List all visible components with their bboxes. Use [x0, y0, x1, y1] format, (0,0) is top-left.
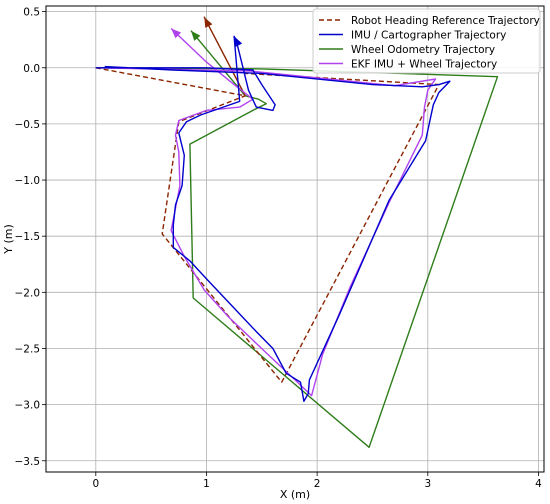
legend-label: Robot Heading Reference Trajectory — [351, 15, 540, 27]
legend: Robot Heading Reference Trajectory IMU / … — [312, 8, 541, 74]
y-tick-label: −1.5 — [15, 231, 41, 243]
y-tick-label: −2.5 — [15, 343, 41, 355]
series-layer — [95, 16, 499, 448]
imu-cartographer-trajectory-arrowhead — [234, 36, 243, 48]
x-tick-label: 1 — [203, 478, 210, 490]
imu-cartographer-trajectory-line — [95, 35, 451, 402]
axis-ticks: 0 1 2 3 4 0.5 0.0 −0.5 −1.0 −1.5 −2.0 −2.5 −3.0 −3.5 — [15, 7, 543, 490]
x-tick-label: 3 — [424, 478, 431, 490]
y-tick-label: −1.0 — [15, 175, 41, 187]
x-tick-label: 0 — [92, 478, 99, 490]
y-tick-label: 0.5 — [23, 7, 40, 19]
y-tick-label: −3.0 — [15, 400, 41, 412]
x-tick-label: 4 — [535, 478, 542, 490]
grid-lines — [46, 6, 544, 472]
legend-label: Wheel Odometry Trajectory — [351, 44, 495, 56]
legend-box — [312, 8, 541, 74]
x-axis-label: X (m) — [280, 488, 310, 501]
x-tick-label: 2 — [314, 478, 321, 490]
wheel-odometry-trajectory-line — [95, 30, 499, 448]
robot-heading-reference-trajectory-arrowhead — [204, 17, 213, 28]
y-tick-label: −0.5 — [15, 119, 41, 131]
plot-frame — [45, 5, 545, 473]
y-axis-label: Y (m) — [2, 224, 15, 255]
ekf-imu-wheel-trajectory-line — [95, 27, 437, 397]
y-tick-label: −3.5 — [15, 456, 41, 468]
wheel-odometry-trajectory-arrowhead — [191, 30, 201, 41]
ekf-imu-wheel-trajectory-arrowhead — [171, 28, 182, 39]
legend-label: EKF IMU + Wheel Trajectory — [351, 59, 497, 71]
y-tick-label: −2.0 — [15, 287, 41, 299]
legend-label: IMU / Cartographer Trajectory — [351, 30, 506, 42]
y-tick-label: 0.0 — [23, 63, 40, 75]
